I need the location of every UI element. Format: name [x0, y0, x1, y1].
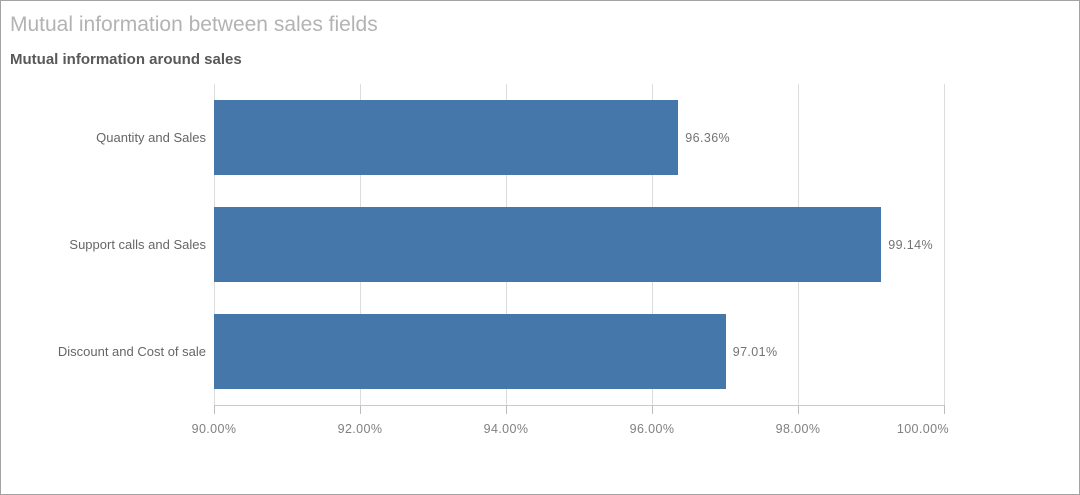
chart-title: Mutual information between sales fields [10, 13, 378, 36]
bar-0[interactable] [214, 100, 679, 175]
x-axis-tick-label: 96.00% [629, 422, 675, 436]
x-tick-mark [652, 405, 653, 414]
x-tick-mark [360, 405, 361, 414]
bar-1[interactable] [214, 207, 882, 282]
x-axis-tick-label: 98.00% [775, 422, 821, 436]
bar-value-label: 96.36% [685, 130, 731, 145]
x-tick-mark [944, 405, 945, 414]
bar-value-label: 99.14% [888, 237, 934, 252]
x-tick-mark [798, 405, 799, 414]
category-label: Discount and Cost of sale [57, 344, 206, 359]
x-gridline [944, 84, 945, 405]
category-label: Support calls and Sales [69, 237, 206, 252]
x-axis-tick-label: 100.00% [896, 422, 949, 436]
x-tick-mark [506, 405, 507, 414]
x-axis-tick-label: 90.00% [191, 422, 237, 436]
x-axis-line [214, 405, 944, 406]
chart-subtitle: Mutual information around sales [10, 51, 242, 68]
bar-value-label: 97.01% [732, 344, 778, 359]
bar-2[interactable] [214, 314, 726, 389]
x-axis-tick-label: 92.00% [337, 422, 383, 436]
x-tick-mark [214, 405, 215, 414]
category-label: Quantity and Sales [96, 130, 206, 145]
x-axis-tick-label: 94.00% [483, 422, 529, 436]
